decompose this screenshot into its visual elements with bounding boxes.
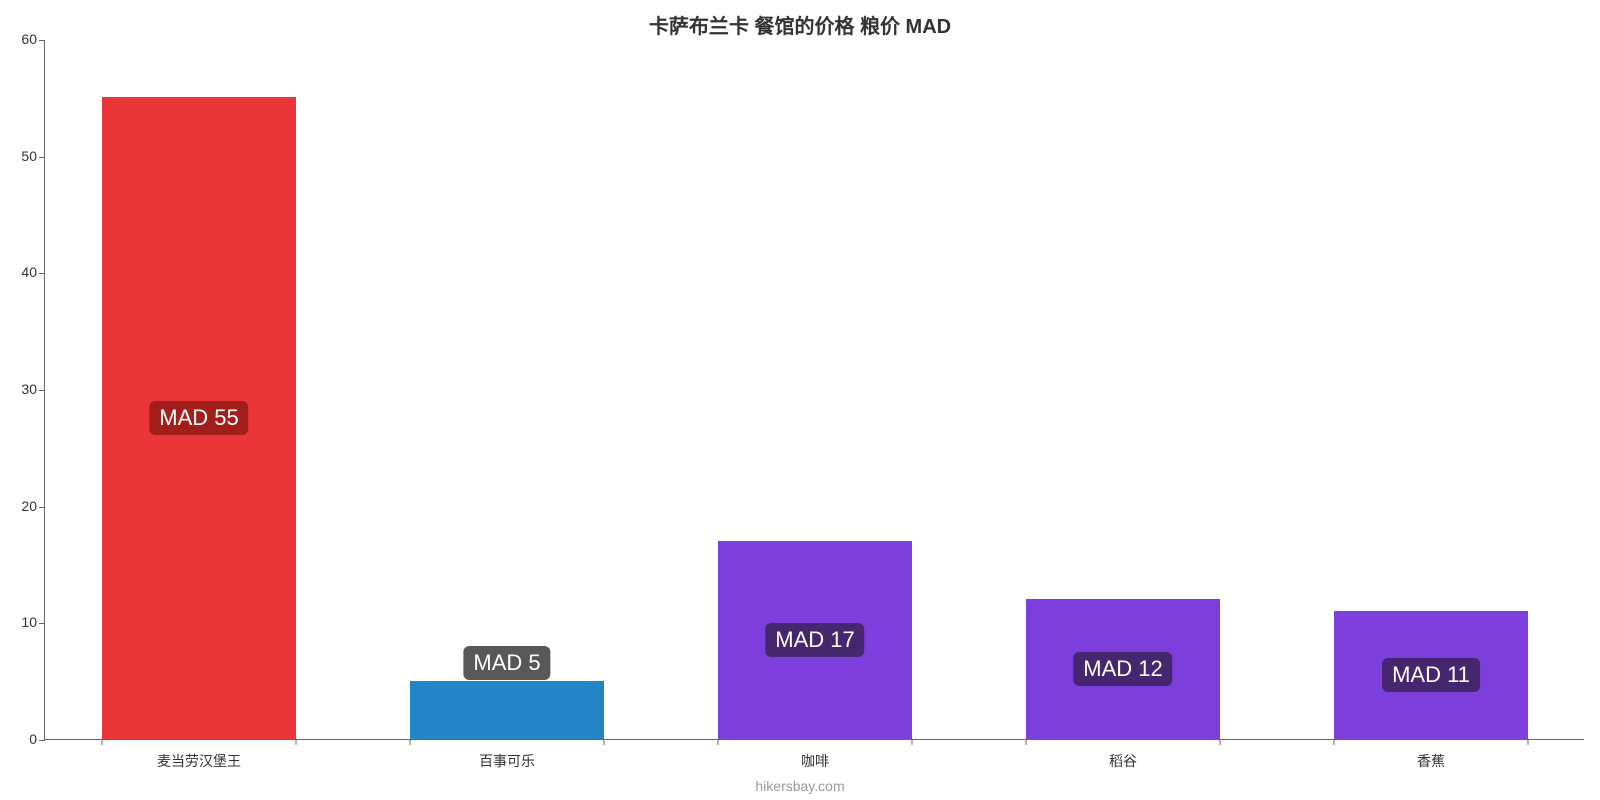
- x-tick-mark: [1220, 739, 1221, 745]
- x-tick-mark: [1333, 739, 1334, 745]
- chart-plot-area: 0102030405060MAD 55麦当劳汉堡王MAD 5百事可乐MAD 17…: [44, 40, 1584, 740]
- y-tick-label: 0: [29, 731, 45, 747]
- x-tick-mark: [912, 739, 913, 745]
- x-tick-mark: [1025, 739, 1026, 745]
- bar-value-badge: MAD 11: [1382, 658, 1480, 692]
- y-tick-label: 50: [21, 148, 45, 164]
- y-tick-label: 20: [21, 498, 45, 514]
- x-tick-mark: [604, 739, 605, 745]
- x-tick-mark: [296, 739, 297, 745]
- x-tick-mark: [409, 739, 410, 745]
- y-tick-label: 60: [21, 31, 45, 47]
- y-tick-label: 40: [21, 264, 45, 280]
- x-category-label: 香蕉: [1417, 739, 1445, 771]
- x-category-label: 稻谷: [1109, 739, 1137, 771]
- x-tick-mark: [1528, 739, 1529, 745]
- chart-title: 卡萨布兰卡 餐馆的价格 粮价 MAD: [0, 0, 1600, 39]
- bar-value-badge: MAD 17: [765, 623, 864, 657]
- bar-value-badge: MAD 12: [1073, 652, 1172, 686]
- y-tick-label: 10: [21, 614, 45, 630]
- bar: [410, 681, 604, 739]
- credit-text: hikersbay.com: [755, 778, 844, 794]
- x-tick-mark: [101, 739, 102, 745]
- y-tick-label: 30: [21, 381, 45, 397]
- x-tick-mark: [717, 739, 718, 745]
- x-category-label: 百事可乐: [479, 739, 535, 771]
- bar-value-badge: MAD 55: [149, 401, 248, 435]
- x-category-label: 麦当劳汉堡王: [157, 739, 241, 771]
- bar-value-badge: MAD 5: [463, 646, 550, 680]
- x-category-label: 咖啡: [801, 739, 829, 771]
